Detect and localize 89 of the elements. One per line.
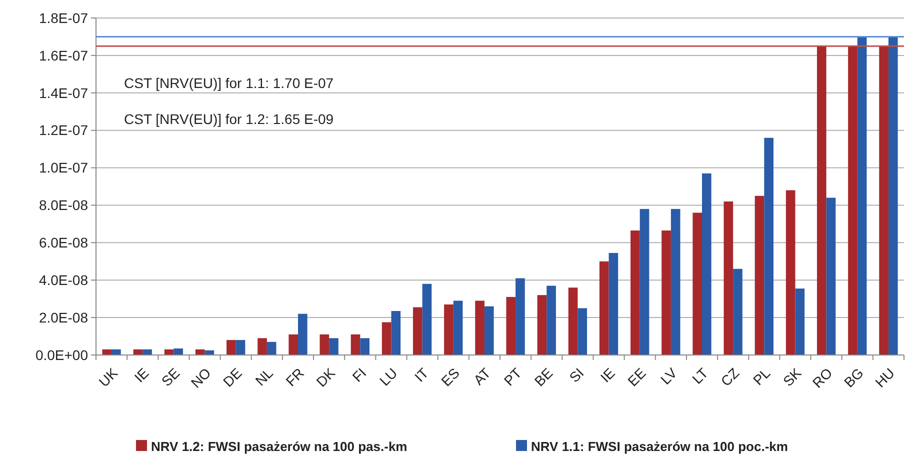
x-tick-label: ES <box>438 364 462 390</box>
x-tick-label: BG <box>840 364 866 390</box>
x-tick-label: FR <box>282 364 308 390</box>
bar <box>453 300 463 355</box>
x-tick-label: SI <box>566 364 587 386</box>
annotation: CST [NRV(EU)] for 1.2: 1.65 E-09 <box>124 111 334 127</box>
bar <box>412 307 422 355</box>
bar <box>630 230 640 355</box>
x-tick-label: CZ <box>718 364 742 390</box>
y-tick-label: 1.8E-07 <box>38 10 88 26</box>
bar <box>724 201 734 355</box>
bar <box>546 286 556 355</box>
bar <box>288 334 298 355</box>
bar <box>670 208 680 355</box>
bar <box>475 300 484 355</box>
bar <box>662 230 671 355</box>
bar <box>764 138 774 355</box>
bar <box>786 190 796 355</box>
bar <box>329 338 338 355</box>
bar <box>266 342 276 355</box>
x-tick-label: IE <box>130 364 152 386</box>
y-tick-label: 1.4E-07 <box>38 84 88 101</box>
x-tick-label: LT <box>688 364 712 387</box>
bar <box>102 349 112 355</box>
bar <box>848 46 858 355</box>
bar <box>195 349 205 355</box>
bar <box>226 340 236 355</box>
bar <box>888 36 898 355</box>
x-tick-label: FI <box>349 364 370 385</box>
x-tick-label: NO <box>188 364 214 391</box>
bar <box>816 46 826 355</box>
x-tick-label: SK <box>780 364 805 390</box>
bar <box>350 334 360 355</box>
bar <box>258 338 267 355</box>
bar <box>391 311 401 355</box>
bar <box>506 296 516 355</box>
bar <box>640 208 650 355</box>
bar <box>537 295 547 355</box>
x-tick-label: SE <box>158 364 183 390</box>
bar <box>692 212 702 355</box>
bar <box>236 340 246 355</box>
y-tick-label: 0.0E+00 <box>35 346 88 363</box>
x-tick-label: DE <box>220 364 245 390</box>
bar <box>142 349 152 355</box>
x-tick-label: IE <box>597 364 618 386</box>
y-tick-label: 1.6E-07 <box>38 47 88 64</box>
x-tick-label: EE <box>624 364 649 390</box>
bar <box>702 173 712 355</box>
legend-label: NRV 1.1: FWSI pasażerów na 100 poc.-km <box>531 439 788 454</box>
bar <box>382 322 392 355</box>
bar <box>879 46 888 355</box>
bar <box>516 278 525 355</box>
x-tick-label: BE <box>531 364 556 390</box>
y-tick-label: 4.0E-08 <box>38 272 88 288</box>
y-tick-label: 1.2E-07 <box>38 122 88 138</box>
x-tick-label: LU <box>376 364 400 389</box>
y-tick-label: 8.0E-08 <box>38 197 88 214</box>
bar <box>174 348 184 355</box>
x-tick-label: LV <box>657 364 680 388</box>
y-tick-label: 2.0E-08 <box>38 309 88 326</box>
bar <box>320 334 330 355</box>
bar <box>754 196 764 355</box>
bar <box>578 308 588 355</box>
x-tick-label: DK <box>313 364 339 390</box>
x-tick-label: PL <box>750 364 774 388</box>
y-tick-label: 6.0E-08 <box>38 234 88 251</box>
bar <box>608 252 618 355</box>
x-tick-label: IT <box>411 364 432 385</box>
x-tick-label: NL <box>252 364 276 389</box>
bar <box>112 349 121 355</box>
x-tick-label: UK <box>96 364 122 390</box>
bar <box>422 284 432 355</box>
bar <box>857 36 867 355</box>
bar <box>826 198 836 355</box>
x-tick-label: HU <box>872 364 898 390</box>
legend-label: NRV 1.2: FWSI pasażerów na 100 pas.-km <box>151 439 408 454</box>
annotation: CST [NRV(EU)] for 1.1: 1.70 E-07 <box>124 75 334 91</box>
bar <box>733 268 742 355</box>
bar <box>795 288 805 355</box>
bar <box>484 306 494 355</box>
x-tick-label: PT <box>500 364 525 389</box>
bar <box>444 304 454 355</box>
bar <box>360 338 370 355</box>
bar <box>298 314 308 355</box>
bar <box>599 261 609 355</box>
x-tick-label: RO <box>809 364 836 391</box>
y-tick-label: 1.0E-07 <box>38 160 88 176</box>
x-tick-label: AT <box>470 364 494 388</box>
bar <box>568 288 578 355</box>
